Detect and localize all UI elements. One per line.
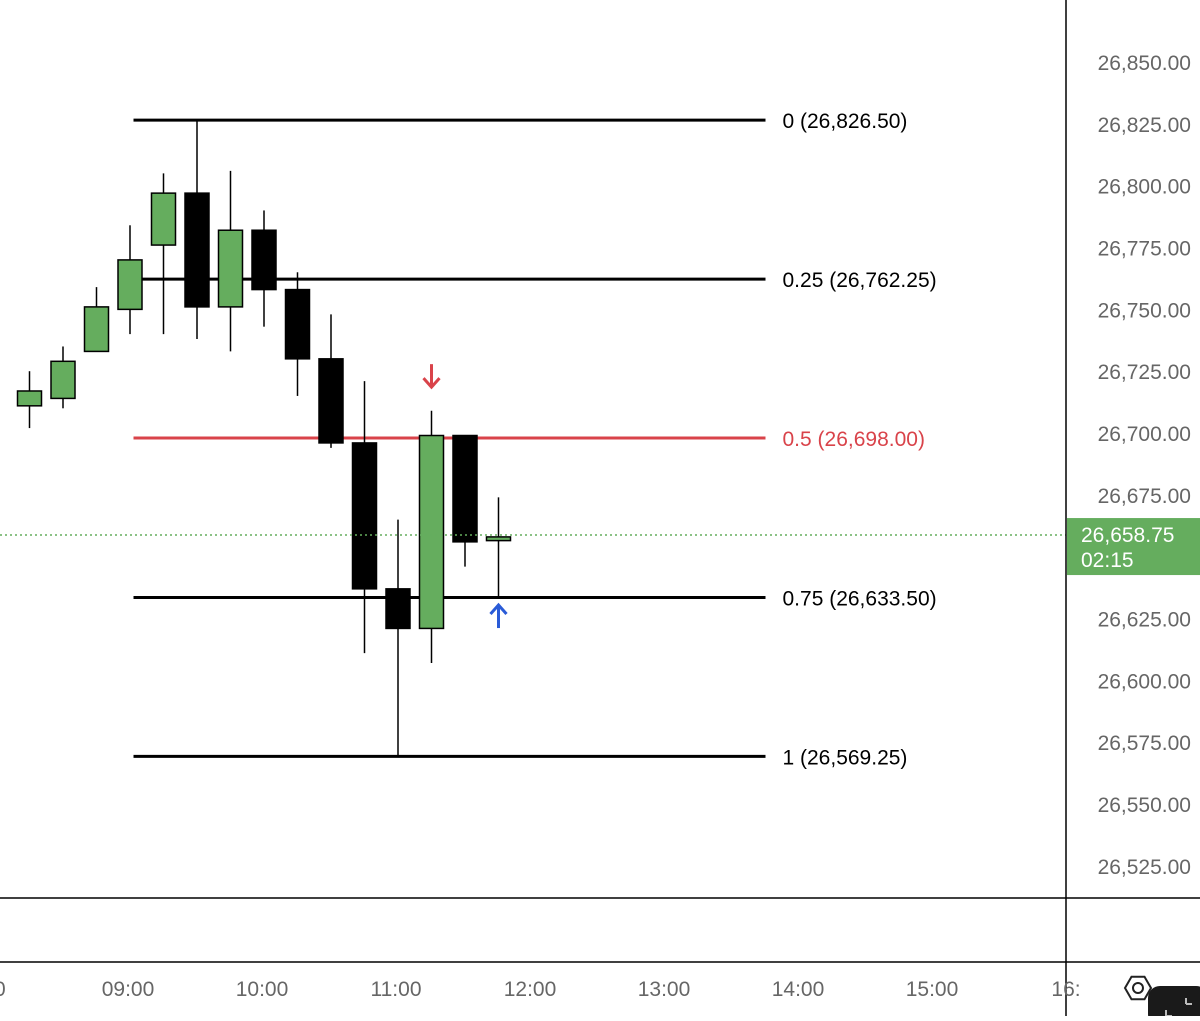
y-tick-label: 26,775.00 — [1098, 238, 1191, 261]
x-tick-label: 00 — [0, 978, 6, 1001]
y-tick-label: 26,675.00 — [1098, 485, 1191, 508]
fib-level-label-0.75: 0.75 (26,633.50) — [783, 588, 937, 611]
candle-body — [452, 434, 478, 543]
fib-level-label-0.25: 0.25 (26,762.25) — [783, 269, 937, 292]
candle-body — [385, 588, 411, 630]
y-tick-label: 26,850.00 — [1098, 52, 1191, 75]
settings-icon[interactable] — [1123, 975, 1153, 1001]
candle[interactable] — [117, 225, 143, 335]
candle[interactable] — [351, 381, 378, 654]
candle[interactable] — [83, 287, 110, 353]
current-price-badge — [1067, 518, 1200, 576]
arrow-head — [422, 377, 441, 390]
candle-body — [418, 434, 445, 630]
x-tick-label: 09:00 — [102, 978, 155, 1001]
y-tick-label: 26,750.00 — [1098, 299, 1191, 322]
candle-body — [150, 192, 177, 246]
candle[interactable] — [452, 434, 478, 567]
candles — [16, 120, 512, 757]
candle-body — [50, 360, 76, 400]
candle[interactable] — [16, 371, 43, 429]
candle-body — [117, 259, 143, 311]
candle[interactable] — [485, 497, 512, 598]
candle[interactable] — [184, 120, 210, 340]
candle[interactable] — [385, 519, 411, 757]
candle[interactable] — [150, 173, 177, 335]
candle-body — [351, 442, 378, 590]
candle[interactable] — [217, 170, 244, 352]
candle[interactable] — [318, 314, 344, 448]
fib-levels: 0 (26,826.50) 0.25 (26,762.25) 0.5 (26,698… — [133, 110, 937, 769]
up-arrow-icon — [489, 602, 508, 629]
candle[interactable] — [251, 210, 277, 327]
bar-countdown: 02:15 — [1081, 549, 1134, 572]
fib-level-label-0: 0 (26,826.50) — [783, 110, 908, 133]
x-tick-label: 12:00 — [504, 978, 557, 1001]
candle[interactable] — [50, 346, 76, 409]
candle-body — [318, 358, 344, 444]
fullscreen-icon[interactable] — [1148, 986, 1200, 1021]
y-tick-label: 26,525.00 — [1098, 856, 1191, 879]
y-tick-label: 26,800.00 — [1098, 176, 1191, 199]
y-tick-label: 26,600.00 — [1098, 670, 1191, 693]
x-tick-label: 13:00 — [638, 978, 691, 1001]
settings-icon-center — [1132, 982, 1144, 994]
candle[interactable] — [418, 410, 445, 664]
candle-body — [16, 390, 43, 407]
fib-level-label-0.5: 0.5 (26,698.00) — [783, 428, 925, 451]
down-arrow-icon — [422, 364, 441, 390]
candle-body — [284, 288, 311, 360]
fullscreen-icon-bg — [1148, 986, 1200, 1021]
x-tick-label: 16: — [1051, 978, 1080, 1001]
x-tick-label: 11:00 — [371, 978, 422, 1001]
x-tick-label: 10:00 — [236, 978, 289, 1001]
y-tick-label: 26,625.00 — [1098, 609, 1191, 632]
fib-level-label-1: 1 (26,569.25) — [783, 746, 908, 769]
candle-body — [485, 536, 512, 542]
y-tick-label: 26,825.00 — [1098, 114, 1191, 137]
candle-body — [83, 306, 110, 353]
x-tick-label: 15:00 — [906, 978, 959, 1001]
y-tick-label: 26,575.00 — [1098, 732, 1191, 755]
current-price-value: 26,658.75 — [1081, 524, 1174, 547]
candle[interactable] — [284, 272, 311, 396]
markers — [422, 364, 508, 629]
candle-body — [251, 229, 277, 291]
y-tick-label: 26,725.00 — [1098, 361, 1191, 384]
y-tick-label: 26,700.00 — [1098, 423, 1191, 446]
y-tick-label: 26,550.00 — [1098, 794, 1191, 817]
candle-body — [184, 192, 210, 308]
candle-body — [217, 229, 244, 308]
x-tick-label: 14:00 — [772, 978, 825, 1001]
arrow-head — [489, 602, 508, 616]
settings-icon-hexagon — [1123, 975, 1153, 1001]
